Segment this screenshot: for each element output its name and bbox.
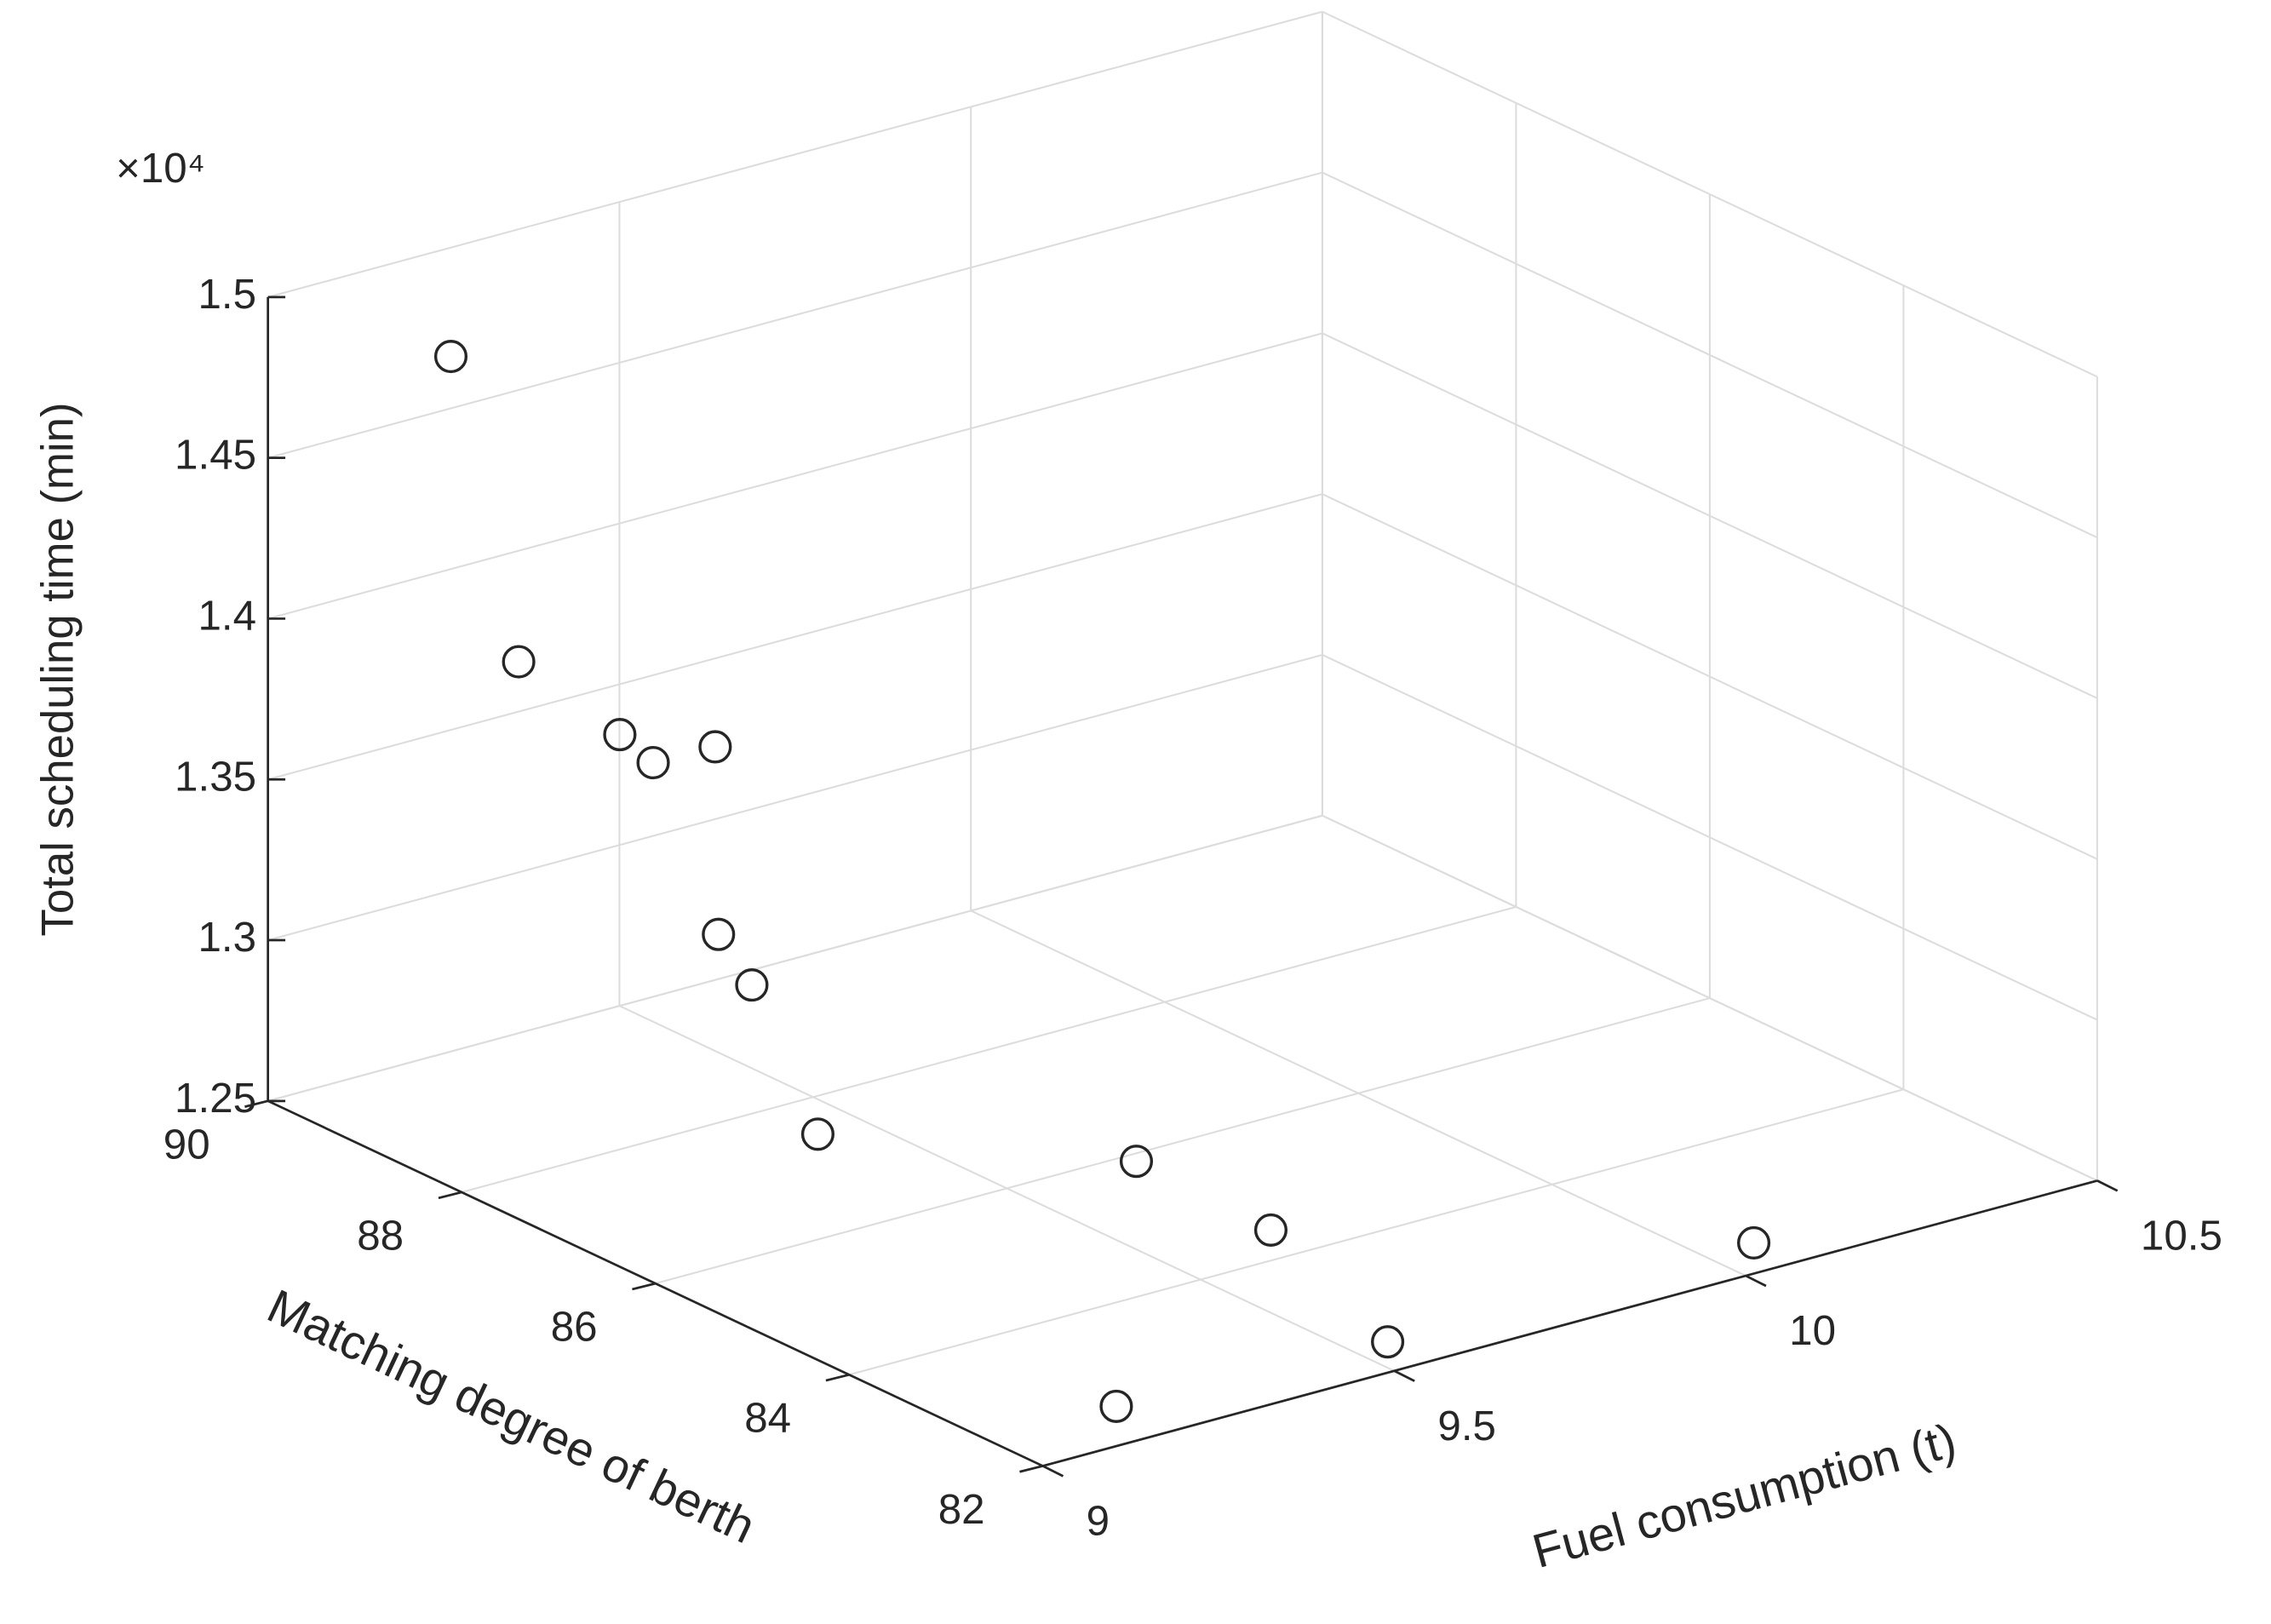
x-tick	[1745, 1274, 1767, 1288]
grid-line	[267, 171, 1323, 459]
y-tick-label: 82	[938, 1486, 985, 1533]
x-axis-label: Fuel consumption (t)	[1527, 1413, 1961, 1578]
x-tick	[1042, 1465, 1064, 1478]
scatter-point	[1737, 1225, 1771, 1260]
grid-line	[267, 653, 1323, 942]
grid-line	[848, 1088, 1904, 1376]
y-tick	[1019, 1465, 1043, 1473]
y-tick-label: 84	[744, 1395, 791, 1442]
x-tick	[1393, 1369, 1415, 1382]
y-tick-label: 90	[163, 1121, 210, 1168]
grid-line	[1322, 10, 2098, 378]
y-tick-label: 88	[357, 1212, 404, 1259]
grid-line	[267, 493, 1323, 781]
y-tick	[438, 1191, 462, 1200]
scatter-point	[1099, 1389, 1133, 1423]
x-tick	[2096, 1179, 2119, 1192]
grid-line	[267, 814, 1323, 1102]
y-tick	[244, 1099, 268, 1108]
scatter-point	[702, 917, 736, 951]
grid-line	[1322, 171, 2098, 539]
x-tick-label: 10	[1789, 1307, 1836, 1354]
x-axis	[1042, 1179, 2098, 1467]
grid-line	[461, 905, 1517, 1193]
y-tick-label: 86	[551, 1304, 598, 1351]
scatter-point	[1371, 1325, 1405, 1359]
x-tick-label: 9	[1087, 1498, 1110, 1545]
z-tick-label: 1.4	[198, 592, 256, 639]
scatter-point	[800, 1117, 834, 1151]
grid-line	[267, 10, 1323, 298]
z-tick-label: 1.45	[175, 432, 256, 479]
z-tick-label: 1.35	[175, 753, 256, 800]
scatter-point	[433, 340, 468, 374]
scatter-point	[735, 968, 769, 1002]
scatter-point	[698, 730, 732, 764]
y-tick	[632, 1282, 656, 1291]
z-tick-label: 1.3	[198, 914, 256, 961]
grid-line	[1322, 332, 2098, 699]
axis-multiplier: ×10⁴	[116, 145, 205, 192]
y-axis-label: Matching degree of berth	[260, 1278, 763, 1553]
scatter-point	[636, 746, 670, 780]
scatter-point	[502, 645, 536, 679]
grid-line	[267, 332, 1323, 620]
z-tick-label: 1.5	[198, 271, 256, 318]
scatter-point	[1253, 1213, 1288, 1247]
grid-line	[1322, 654, 2098, 1021]
scatter-point	[1119, 1145, 1154, 1179]
z-axis-label: Total scheduling time (min)	[32, 402, 83, 936]
y-axis	[267, 1099, 1044, 1467]
scatter-point	[603, 718, 637, 752]
x-tick-label: 10.5	[2141, 1212, 2222, 1259]
x-tick-label: 9.5	[1437, 1403, 1496, 1449]
y-tick	[825, 1373, 850, 1382]
z-tick-label: 1.25	[175, 1075, 256, 1122]
grid-line	[1322, 814, 2098, 1182]
grid-line	[1322, 493, 2098, 860]
grid-line	[655, 997, 1711, 1285]
